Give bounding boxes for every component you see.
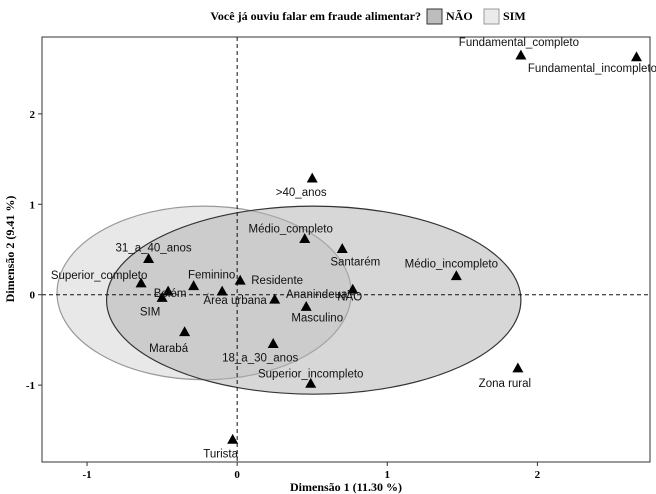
point-label-medio-incompleto: Médio_incompleto bbox=[405, 259, 498, 271]
point-label-medio-completo: Médio_completo bbox=[249, 224, 333, 236]
point-label-fundamental-incompleto: Fundamental_incompleto bbox=[528, 63, 656, 75]
point-santarem bbox=[336, 243, 348, 253]
point-belem bbox=[162, 285, 174, 296]
ellipse-nao bbox=[105, 205, 522, 395]
data-points bbox=[135, 49, 642, 444]
point-masculino bbox=[300, 300, 312, 311]
point-label-belem: Belém bbox=[154, 288, 187, 300]
x-tick-label: 1 bbox=[385, 469, 391, 481]
point-fundamental-completo bbox=[515, 49, 527, 60]
point-label-superior-completo: Superior_completo bbox=[51, 270, 148, 282]
point-label-superior-incompleto: Superior_incompleto bbox=[258, 368, 363, 380]
x-axis-title: Dimensão 1 (11.30 %) bbox=[290, 480, 402, 494]
legend-swatch-nao bbox=[426, 8, 443, 25]
point-superior-completo bbox=[135, 277, 147, 288]
legend: Você já ouviu falar em fraude alimentar?… bbox=[210, 8, 526, 25]
point-label-area-urbana: Área urbana bbox=[203, 294, 267, 307]
point-label-zona-rural: Zona rural bbox=[479, 378, 531, 390]
y-axis-title: Dimensão 2 (9.41 %) bbox=[3, 196, 17, 303]
x-tick-label: -1 bbox=[82, 469, 91, 481]
point-medio-incompleto bbox=[450, 270, 462, 281]
y-tick-label: 0 bbox=[30, 290, 36, 302]
reference-lines bbox=[42, 37, 650, 462]
point-residente bbox=[234, 274, 246, 285]
point-label-31-a-40-anos: 31_a_40_anos bbox=[116, 243, 192, 255]
point-label-sim: SIM bbox=[140, 306, 160, 318]
point-label-residente: Residente bbox=[251, 275, 303, 287]
legend-swatch-sim bbox=[483, 8, 500, 25]
legend-label-sim: SIM bbox=[503, 9, 526, 23]
point-superior-incompleto bbox=[305, 377, 317, 388]
y-tick-label: 2 bbox=[30, 109, 36, 121]
point-40-anos bbox=[306, 172, 318, 183]
point-zona-rural bbox=[512, 362, 524, 373]
axis-ticks: -1 0 1 2 -1 0 1 2 bbox=[26, 109, 541, 481]
point-sim bbox=[156, 291, 168, 302]
point-label-40-anos: >40_anos bbox=[276, 187, 327, 199]
point-label-masculino: Masculino bbox=[291, 312, 343, 324]
x-tick-label: 2 bbox=[535, 469, 541, 481]
point-area-urbana bbox=[216, 285, 228, 296]
point-nao bbox=[347, 283, 359, 294]
point-labels: Fundamental_completo Fundamental_incomple… bbox=[51, 37, 656, 460]
confidence-ellipses bbox=[56, 205, 522, 395]
point-label-feminino: Feminino bbox=[188, 270, 235, 282]
point-label-fundamental-completo: Fundamental_completo bbox=[459, 37, 579, 49]
plot-panel-border bbox=[41, 36, 651, 463]
point-label-santarem: Santarém bbox=[330, 257, 380, 269]
point-label-turista: Turista bbox=[203, 448, 238, 460]
legend-label-nao: NÃO bbox=[446, 9, 473, 23]
point-medio-completo bbox=[299, 233, 311, 244]
point-maraba bbox=[179, 326, 191, 337]
point-feminino bbox=[188, 280, 200, 291]
point-label-nao: NÃO bbox=[337, 290, 362, 303]
point-18-a-30-anos bbox=[267, 338, 279, 348]
y-tick-label: -1 bbox=[26, 380, 35, 392]
point-31-a-40-anos bbox=[143, 253, 155, 263]
point-label-18-a-30-anos: 18_a_30_anos bbox=[222, 353, 298, 365]
point-label-ananindeua: Ananindeua bbox=[286, 289, 348, 301]
legend-title: Você já ouviu falar em fraude alimentar? bbox=[210, 9, 421, 23]
x-tick-label: 0 bbox=[234, 469, 240, 481]
point-turista bbox=[227, 433, 239, 444]
point-ananindeua bbox=[269, 293, 281, 304]
point-fundamental-incompleto bbox=[630, 51, 642, 62]
y-tick-label: 1 bbox=[30, 199, 36, 211]
point-label-maraba: Marabá bbox=[149, 343, 189, 355]
